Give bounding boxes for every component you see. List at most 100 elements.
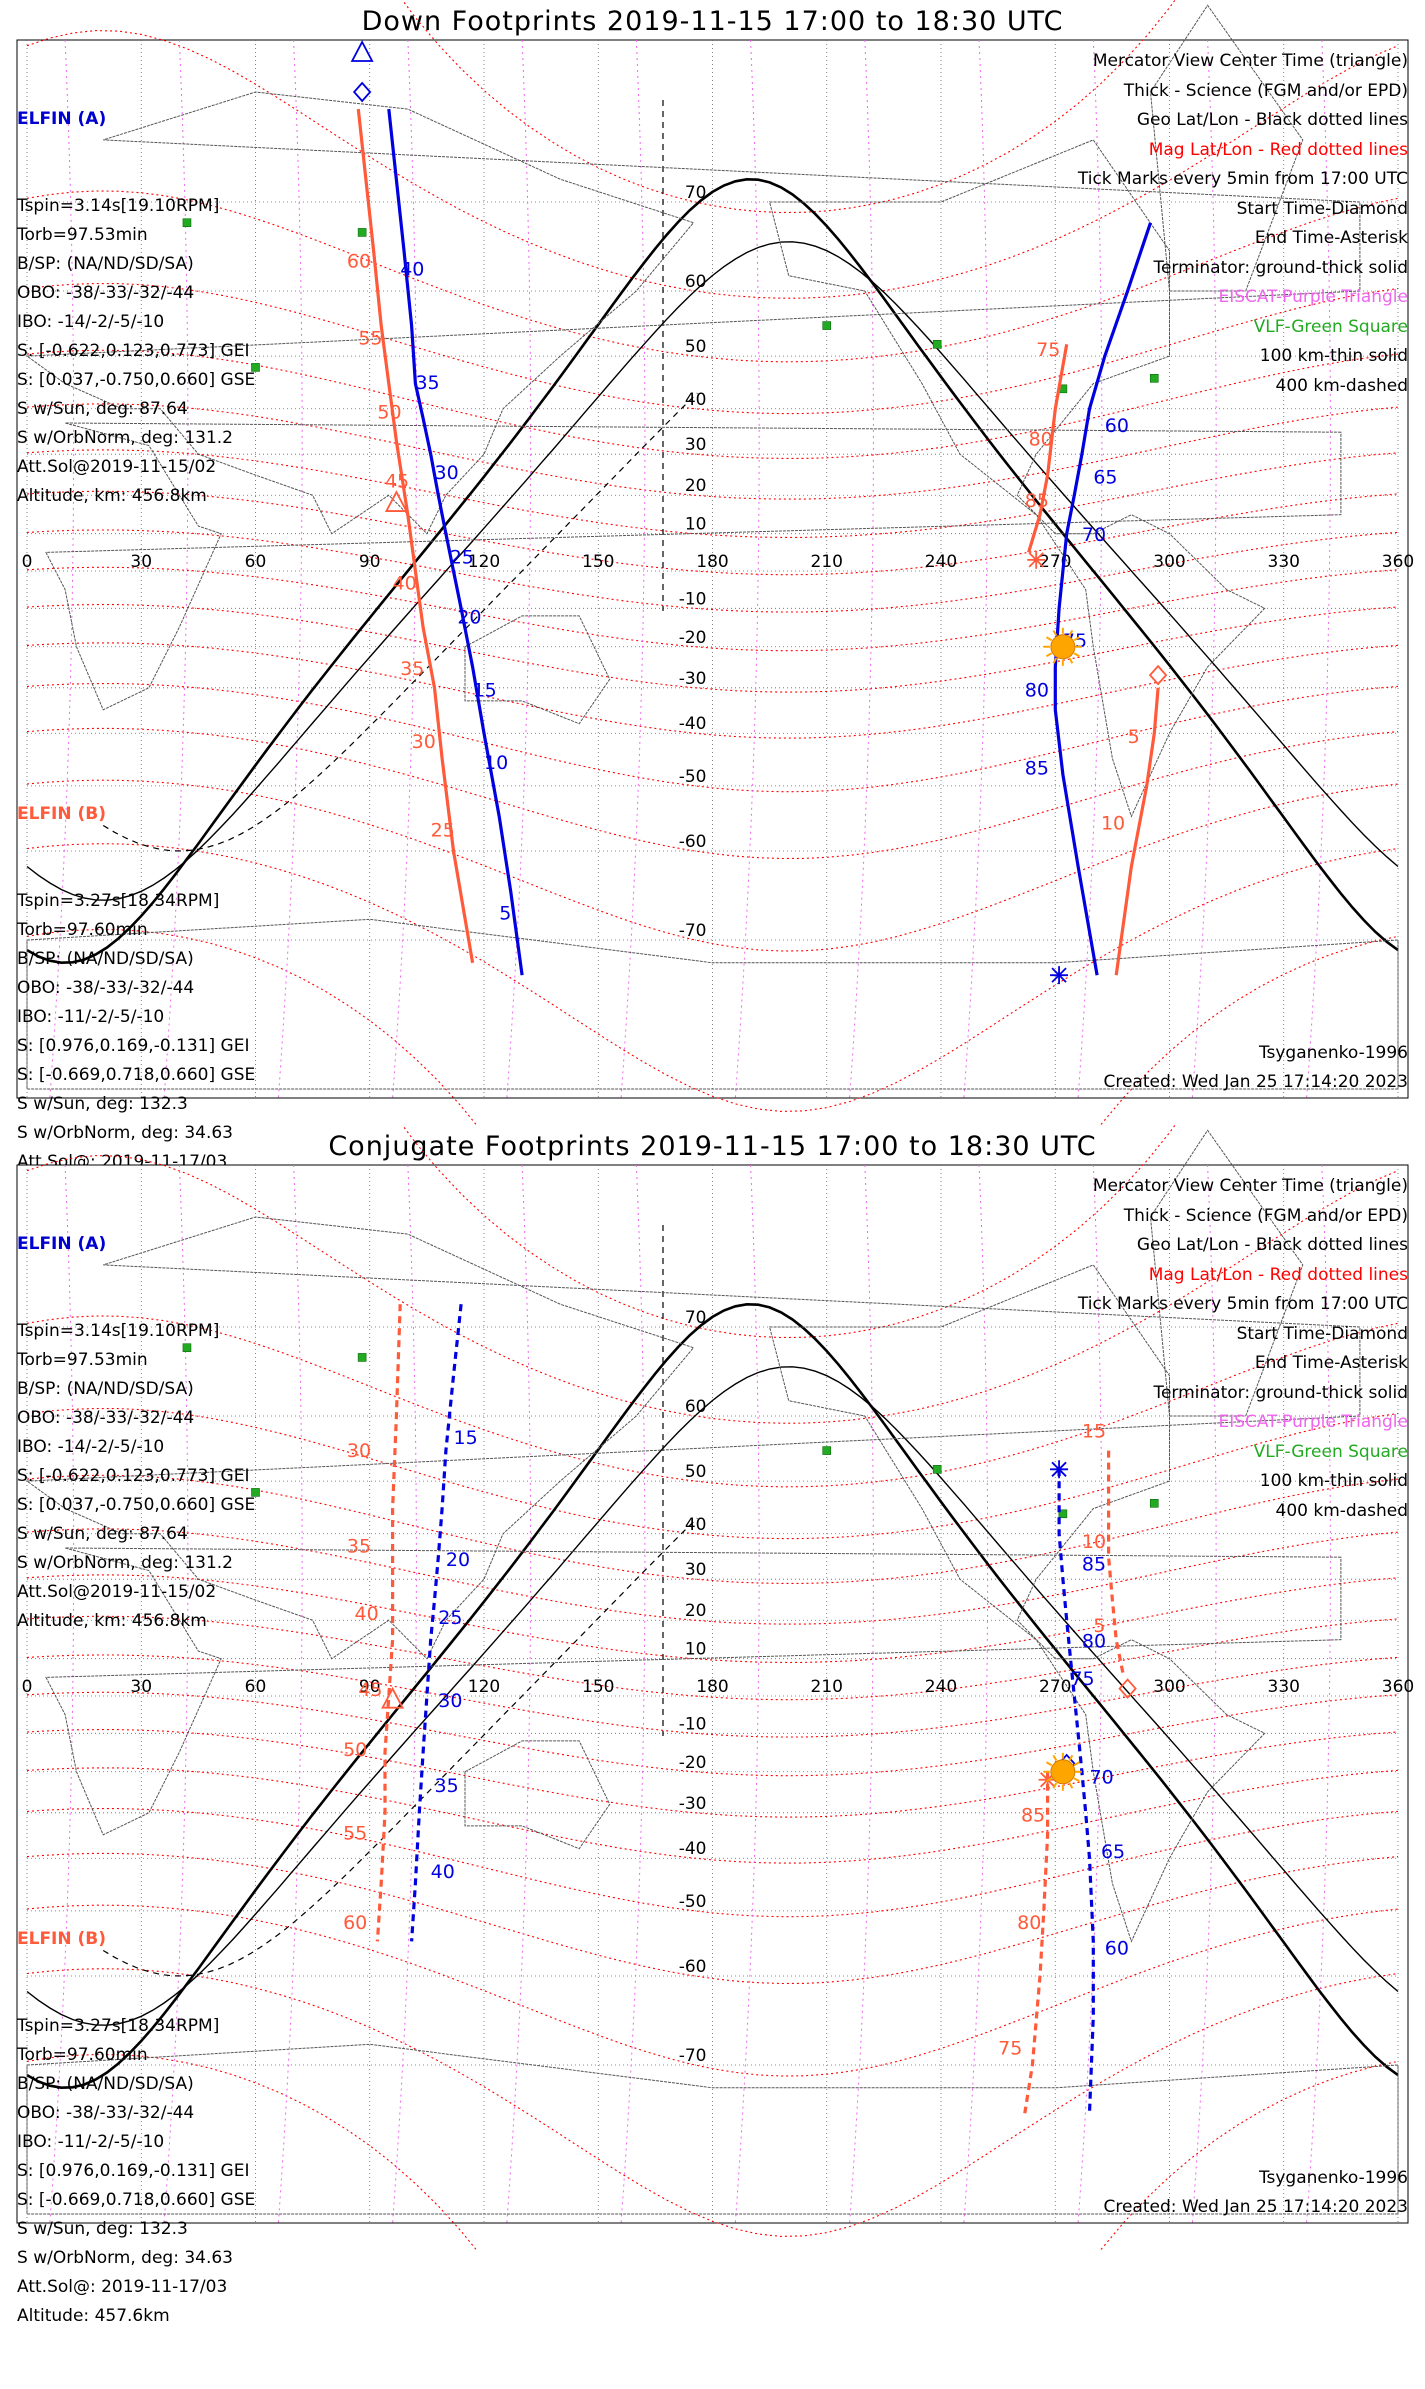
tick-mark-label: 65 — [1101, 1841, 1125, 1863]
info-line: B/SP: (NA/ND/SD/SA) — [17, 949, 194, 969]
tick-mark-label: 40 — [355, 1603, 379, 1625]
lat-tick-label: 20 — [685, 476, 707, 496]
vlf-station-marker — [182, 1343, 192, 1353]
legend-item: End Time-Asterisk — [1254, 1353, 1408, 1373]
panel-title: Down Footprints 2019-11-15 17:00 to 18:3… — [361, 6, 1064, 37]
footprint-track — [1027, 344, 1069, 553]
legend-item: Thick - Science (FGM and/or EPD) — [1123, 1205, 1408, 1226]
sun-icon — [1043, 627, 1082, 666]
legend-item: Terminator: ground-thick solid — [1153, 1382, 1408, 1403]
info-line: IBO: -11/-2/-5/-10 — [17, 1007, 165, 1027]
tick-mark-label: 80 — [1017, 1912, 1041, 1934]
legend-item: Mag Lat/Lon - Red dotted lines — [1148, 1264, 1408, 1285]
lon-tick-label: 120 — [468, 552, 500, 572]
tick-mark-label: 85 — [1021, 1804, 1045, 1826]
sun-disc — [1050, 634, 1076, 660]
info-line: Torb=97.53min — [17, 225, 148, 245]
vlf-station-marker — [1058, 1509, 1068, 1519]
terminator-400km-line — [102, 392, 698, 852]
lat-tick-label: 30 — [685, 1560, 707, 1580]
lat-tick-label: 50 — [685, 337, 707, 357]
footprint-track — [410, 1304, 463, 1942]
info-line: S w/Sun, deg: 132.3 — [17, 1094, 188, 1114]
lon-tick-label: 270 — [1039, 1677, 1071, 1697]
lon-tick-label: 150 — [582, 552, 614, 572]
tick-mark-label: 10 — [1082, 1531, 1106, 1553]
lon-tick-label: 180 — [696, 552, 728, 572]
info-line: S: [-0.622,0.123,0.773] GEI — [17, 341, 250, 361]
tick-mark-label: 5 — [1128, 726, 1140, 748]
mag-latitude-line — [26, 403, 1399, 500]
mag-latitude-line — [26, 490, 1399, 576]
info-line: B/SP: (NA/ND/SD/SA) — [17, 1379, 194, 1399]
start-diamond — [1148, 664, 1168, 686]
footprint-track — [375, 1304, 402, 1942]
lat-tick-label: 10 — [685, 515, 707, 535]
model-label: Tsyganenko-1996 — [1258, 1043, 1408, 1063]
vlf-station-marker — [822, 1446, 832, 1455]
legend-item: Thick - Science (FGM and/or EPD) — [1123, 80, 1408, 101]
mag-latitude-line — [26, 1528, 1399, 1625]
elfin-b-lines: Tspin=3.27s[18.34RPM] Torb=97.60min B/SP: … — [17, 2012, 255, 2331]
lat-tick-label: -60 — [679, 1957, 707, 1977]
lon-tick-label: 360 — [1382, 552, 1414, 572]
lat-tick-label: 10 — [685, 1640, 707, 1660]
sun-ray — [1045, 652, 1053, 658]
lat-tick-label: 40 — [685, 1515, 707, 1535]
lat-tick-label: -70 — [679, 2046, 707, 2066]
mag-latitude-line — [26, 642, 1399, 739]
terminator-100km-line — [26, 241, 1399, 901]
tick-mark-label: 30 — [347, 1440, 371, 1462]
continent-outline — [464, 615, 611, 725]
tick-mark-label: 30 — [434, 462, 458, 484]
legend-item: 100 km-thin solid — [1259, 346, 1408, 366]
center-time-triangle — [350, 40, 374, 62]
vlf-station-marker — [1149, 1498, 1159, 1508]
tick-mark-label: 5 — [1093, 1615, 1105, 1637]
info-line: IBO: -14/-2/-5/-10 — [17, 1437, 165, 1457]
lat-tick-label: -50 — [679, 1892, 707, 1912]
footprint-track — [1053, 222, 1153, 976]
lat-tick-label: -30 — [679, 669, 707, 689]
info-line: Torb=97.60min — [17, 920, 148, 940]
tick-mark-label: 50 — [377, 401, 401, 423]
lat-tick-label: 60 — [685, 1397, 707, 1417]
lon-tick-label: 120 — [468, 1677, 500, 1697]
info-line: Altitude: 457.6km — [17, 2306, 170, 2326]
lon-tick-label: 30 — [130, 552, 152, 572]
axis-labels: 0 30 60 90 120 150 180 210 240 270 300 330 360 70 60 50… — [22, 183, 1415, 941]
tick-mark-label: 15 — [473, 679, 497, 701]
info-line: Altitude, km: 456.8km — [17, 486, 207, 506]
continent-outline — [25, 91, 1361, 535]
elfin-b-header: ELFIN (B) — [17, 1929, 107, 1949]
info-line: S w/OrbNorm, deg: 131.2 — [17, 428, 234, 448]
vlf-station-marker — [357, 228, 367, 237]
lat-tick-label: -40 — [679, 1839, 707, 1859]
sun-ray — [1068, 1754, 1074, 1762]
tick-mark-label: 15 — [1082, 1420, 1106, 1442]
mag-latitude-line — [26, 1155, 1399, 1424]
terminator-ground-line — [26, 177, 1399, 965]
sun-ray — [1068, 657, 1074, 664]
sun-ray — [1052, 1754, 1058, 1762]
info-line: Tspin=3.27s[18.34RPM] — [17, 891, 220, 911]
created-label: Created: Wed Jan 25 17:14:20 2023 — [1103, 1072, 1408, 1092]
lon-tick-label: 150 — [582, 1677, 614, 1697]
lon-tick-label: 300 — [1153, 552, 1185, 572]
info-line: S w/Sun, deg: 87.64 — [17, 399, 188, 419]
mag-latitude-line — [26, 1968, 1399, 2237]
continent-outline — [1149, 1129, 1304, 1417]
tick-mark-label: 30 — [412, 731, 436, 753]
tick-mark-label: 50 — [343, 1739, 367, 1761]
lon-tick-label: 180 — [696, 1677, 728, 1697]
end-asterisk — [1050, 966, 1069, 985]
mag-latitude-line — [26, 843, 1399, 1112]
end-asterisk — [1027, 550, 1046, 569]
legend-item: Start Time-Diamond — [1236, 198, 1408, 219]
continent-outline — [45, 1547, 1342, 1836]
footprint-track — [1023, 1771, 1050, 2114]
lon-tick-label: 0 — [22, 1677, 33, 1697]
elfin-b-footprint: 30 35 40 45 50 55 60 15 10 5 85 80 75 — [343, 1304, 1137, 2114]
tick-mark-label: 85 — [1025, 758, 1049, 780]
info-line: OBO: -38/-33/-32/-44 — [17, 978, 195, 998]
